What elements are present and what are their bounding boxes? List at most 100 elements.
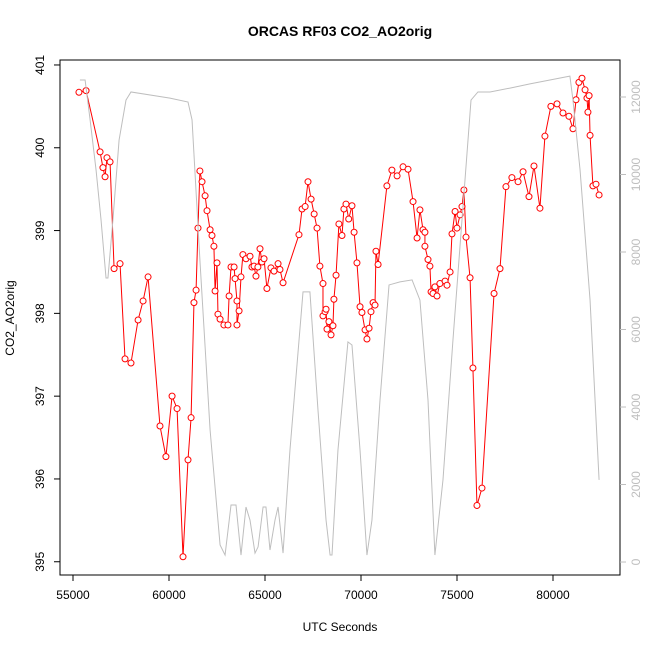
point [206, 226, 214, 234]
point [203, 207, 211, 215]
point [301, 203, 309, 211]
y-tick-label: 398 [33, 303, 47, 323]
point [371, 301, 379, 309]
point [233, 321, 241, 329]
point [585, 92, 593, 100]
point [276, 265, 284, 273]
point [404, 165, 412, 173]
point [96, 148, 104, 156]
point [99, 164, 107, 172]
point [263, 285, 271, 293]
point [559, 109, 567, 117]
point [256, 245, 264, 253]
point [254, 263, 262, 271]
point [327, 331, 335, 339]
x-axis-label: UTC Seconds [303, 620, 378, 634]
point [75, 88, 83, 96]
point [345, 215, 353, 223]
point [210, 242, 218, 250]
point [490, 289, 498, 297]
point [224, 321, 232, 329]
point [190, 299, 198, 307]
point [106, 158, 114, 166]
point [372, 247, 380, 255]
y2-tick-label: 6000 [629, 316, 643, 343]
point [502, 183, 510, 191]
point [578, 74, 586, 82]
point [329, 322, 337, 330]
point [569, 125, 577, 133]
point [374, 261, 382, 269]
point [279, 279, 287, 287]
point [393, 172, 401, 180]
point [592, 180, 600, 188]
point [316, 262, 324, 270]
point [201, 192, 209, 200]
y-tick-label: 395 [33, 551, 47, 571]
point [553, 100, 561, 108]
x-tick-label: 55000 [56, 588, 90, 602]
x-tick-label: 65000 [248, 588, 282, 602]
point [230, 263, 238, 271]
point [363, 335, 371, 343]
point [187, 414, 195, 422]
y-axis-label: CO2_AO2orig [3, 280, 17, 355]
chart-title: ORCAS RF03 CO2_AO2orig [248, 23, 432, 39]
point [413, 234, 421, 242]
point [179, 553, 187, 561]
point [424, 256, 432, 264]
point [295, 231, 303, 239]
point [536, 204, 544, 212]
point [581, 86, 589, 94]
point [134, 316, 142, 324]
point [338, 232, 346, 240]
point [367, 308, 375, 316]
point [388, 166, 396, 174]
point [409, 198, 417, 206]
point [208, 232, 216, 240]
point [462, 233, 470, 241]
point [356, 303, 364, 311]
point [469, 364, 477, 372]
point [216, 315, 224, 323]
point [350, 228, 358, 236]
point [541, 132, 549, 140]
point [274, 260, 282, 268]
y2-tick-label: 2000 [629, 471, 643, 498]
point [446, 268, 454, 276]
point [451, 208, 459, 216]
point [213, 259, 221, 267]
point [478, 484, 486, 492]
y-tick-label: 396 [33, 469, 47, 489]
point [304, 178, 312, 186]
point [421, 242, 429, 250]
point [231, 275, 239, 283]
point [116, 260, 124, 268]
y2-tick-label: 8000 [629, 238, 643, 265]
point [211, 287, 219, 295]
y2-tick-label: 0 [629, 558, 643, 565]
y-tick-label: 401 [33, 55, 47, 75]
point [325, 318, 333, 326]
point [110, 265, 118, 273]
point [198, 178, 206, 186]
point [565, 112, 573, 120]
point [348, 202, 356, 210]
plot-frame [59, 59, 621, 576]
y-tick-label: 399 [33, 220, 47, 240]
point [358, 309, 366, 317]
point [514, 178, 522, 186]
point [458, 203, 466, 211]
x-tick-label: 80000 [536, 588, 570, 602]
point [431, 283, 439, 291]
point [168, 392, 176, 400]
point [310, 210, 318, 218]
point [473, 501, 481, 509]
point [335, 220, 343, 228]
point [353, 259, 361, 267]
point [173, 405, 181, 413]
y2-tick-label: 12000 [629, 80, 643, 114]
point [184, 456, 192, 464]
x-tick-label: 60000 [152, 588, 186, 602]
